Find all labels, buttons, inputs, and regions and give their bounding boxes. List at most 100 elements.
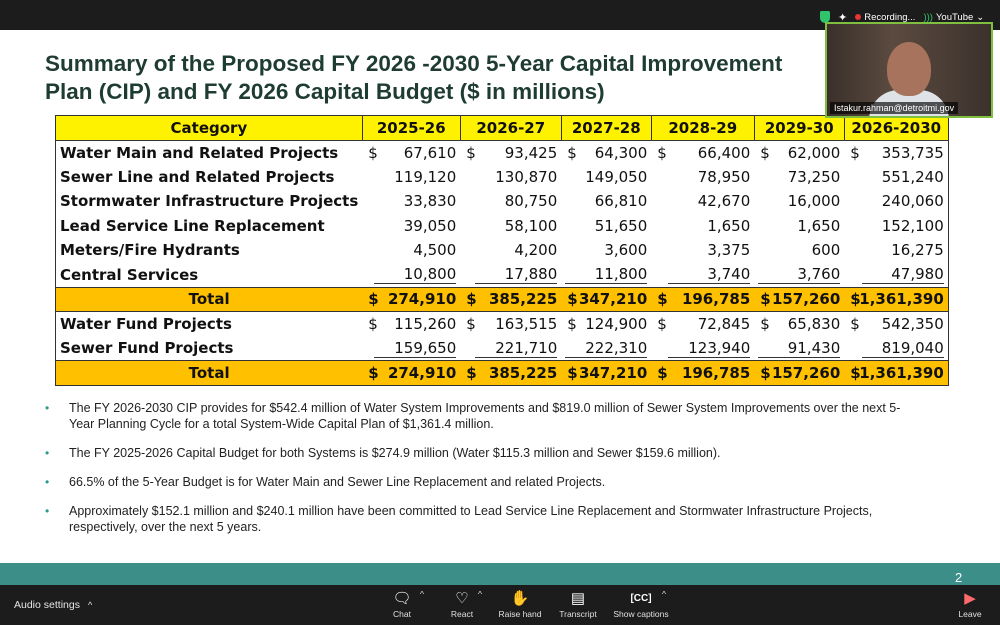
table-cell: $274,910 bbox=[362, 360, 461, 386]
table-cell: $353,735 bbox=[844, 140, 949, 165]
show-captions-button[interactable]: [CC] Show captions bbox=[610, 589, 672, 619]
chevron-up-icon[interactable]: ^ bbox=[87, 600, 93, 610]
participant-video-tile[interactable]: Istakur.rahman@detroitmi.gov bbox=[825, 22, 993, 118]
heart-icon: ♡ bbox=[455, 590, 469, 607]
show-captions-label: Show captions bbox=[613, 609, 669, 619]
chat-bubble-icon: 🗨 bbox=[392, 590, 412, 607]
hand-icon: ✋ bbox=[510, 590, 530, 607]
table-row: Lead Service Line Replacement 39,050 58,… bbox=[55, 213, 949, 238]
table-cell: 33,830 bbox=[403, 192, 457, 211]
meeting-control-bar: Audio settings ^ 🗨 Chat ^ ♡ React ^ ✋ Rai… bbox=[0, 585, 1000, 625]
bullet-item: The FY 2025-2026 Capital Budget for both… bbox=[45, 445, 905, 461]
recording-indicator[interactable]: Recording... bbox=[855, 12, 915, 23]
table-cell: $66,400 bbox=[657, 143, 751, 162]
header-cell: 2026-2030 bbox=[843, 115, 949, 141]
shield-icon bbox=[820, 11, 830, 23]
total-row: Total $274,910 $385,225 $347,210 $196,78… bbox=[55, 360, 949, 386]
table-cell: 819,040 bbox=[844, 336, 949, 361]
transcript-label: Transcript bbox=[559, 609, 597, 619]
header-cell: 2025-26 bbox=[361, 115, 461, 141]
bullet-item: The FY 2026-2030 CIP provides for $542.4… bbox=[45, 400, 905, 432]
table-cell: 1,650 bbox=[797, 216, 841, 235]
table-cell: 3,600 bbox=[604, 241, 648, 260]
table-cell: $163,515 bbox=[466, 315, 558, 333]
row-category: Sewer Line and Related Projects bbox=[55, 164, 363, 189]
slide-title-line-2: Plan (CIP) and FY 2026 Capital Budget ($… bbox=[45, 79, 605, 104]
chat-button[interactable]: 🗨 Chat bbox=[390, 589, 414, 619]
row-category: Meters/Fire Hydrants bbox=[55, 238, 363, 263]
broadcast-icon: ))) bbox=[923, 11, 933, 23]
table-cell: 73,250 bbox=[787, 167, 841, 186]
row-category: Lead Service Line Replacement bbox=[55, 213, 363, 238]
table-cell: $274,910 bbox=[362, 286, 461, 312]
chat-options-chevron-icon[interactable]: ^ bbox=[420, 589, 424, 599]
cc-icon: [CC] bbox=[630, 593, 652, 604]
react-label: React bbox=[450, 609, 474, 619]
table-row: Central Services 10,800 17,880 11,800 3,… bbox=[55, 262, 949, 288]
table-header-row: Category 2025-26 2026-27 2027-28 2028-29… bbox=[55, 115, 949, 141]
table-cell: 240,060 bbox=[844, 189, 949, 214]
table-row: Sewer Fund Projects 159,650 221,710 222,… bbox=[55, 336, 949, 361]
table-cell: $196,785 bbox=[651, 360, 755, 386]
table-row: Water Main and Related Projects $67,610 … bbox=[55, 140, 949, 165]
table-cell: 152,100 bbox=[844, 213, 949, 238]
slide-title-line-1: Summary of the Proposed FY 2026 -2030 5-… bbox=[45, 51, 783, 76]
table-cell: $124,900 bbox=[567, 315, 648, 333]
table-cell: 91,430 bbox=[754, 336, 844, 361]
status-bar: ✦ Recording... ))) YouTube ⌄ bbox=[820, 9, 984, 25]
table-cell: 80,750 bbox=[504, 192, 558, 211]
table-cell: 17,880 bbox=[460, 263, 561, 288]
table-cell: $64,300 bbox=[567, 143, 648, 162]
table-cell: 222,310 bbox=[561, 336, 651, 361]
table-cell: 4,200 bbox=[514, 241, 558, 260]
table-row: Water Fund Projects $115,260 $163,515 $1… bbox=[55, 311, 949, 336]
raise-hand-label: Raise hand bbox=[498, 609, 542, 619]
bullet-item: 66.5% of the 5-Year Budget is for Water … bbox=[45, 474, 905, 490]
table-cell: $1,361,390 bbox=[844, 286, 949, 312]
header-cell: 2028-29 bbox=[650, 115, 755, 141]
table-cell: $93,425 bbox=[466, 143, 558, 162]
leave-button[interactable]: ▶ Leave bbox=[955, 589, 985, 619]
table-cell: $157,260 bbox=[754, 360, 845, 386]
table-cell: 51,650 bbox=[594, 216, 648, 235]
table-cell: 119,120 bbox=[394, 167, 457, 186]
table-cell: 1,650 bbox=[707, 216, 751, 235]
presentation-slide: Summary of the Proposed FY 2026 -2030 5-… bbox=[0, 30, 1000, 585]
captions-options-chevron-icon[interactable]: ^ bbox=[662, 589, 666, 599]
row-category: Water Main and Related Projects bbox=[55, 140, 363, 165]
table-cell: $1,361,390 bbox=[844, 360, 949, 386]
header-cell: 2026-27 bbox=[459, 115, 562, 141]
bullet-item: Approximately $152.1 million and $240.1 … bbox=[45, 503, 905, 535]
react-options-chevron-icon[interactable]: ^ bbox=[478, 589, 482, 599]
table-cell: 4,500 bbox=[413, 241, 457, 260]
table-cell: 39,050 bbox=[403, 216, 457, 235]
sparkle-icon[interactable]: ✦ bbox=[838, 11, 848, 24]
leave-label: Leave bbox=[958, 609, 982, 619]
total-label: Total bbox=[55, 360, 363, 386]
transcript-button[interactable]: ▤ Transcript bbox=[556, 589, 600, 619]
header-cell: 2029-30 bbox=[753, 115, 845, 141]
table-cell: 3,375 bbox=[707, 241, 751, 260]
react-button[interactable]: ♡ React bbox=[448, 589, 476, 619]
row-category: Water Fund Projects bbox=[55, 311, 363, 336]
table-cell: 123,940 bbox=[651, 336, 754, 361]
row-category: Central Services bbox=[55, 262, 363, 287]
row-category: Stormwater Infrastructure Projects bbox=[55, 189, 363, 214]
recording-label: Recording... bbox=[864, 11, 916, 23]
table-cell: $347,210 bbox=[561, 360, 652, 386]
table-cell: 58,100 bbox=[504, 216, 558, 235]
table-cell: 78,950 bbox=[697, 167, 751, 186]
table-cell: 159,650 bbox=[362, 336, 460, 361]
cip-summary-table: Category 2025-26 2026-27 2027-28 2028-29… bbox=[55, 115, 949, 386]
chevron-down-icon: ⌄ bbox=[976, 11, 985, 23]
chat-label: Chat bbox=[393, 609, 411, 619]
table-cell: $347,210 bbox=[561, 286, 652, 312]
header-cell: 2027-28 bbox=[560, 115, 652, 141]
youtube-indicator[interactable]: ))) YouTube ⌄ bbox=[923, 12, 984, 23]
audio-settings-button[interactable]: Audio settings ^ bbox=[14, 599, 92, 611]
table-cell: 551,240 bbox=[844, 164, 949, 189]
table-cell: $115,260 bbox=[368, 315, 457, 333]
raise-hand-button[interactable]: ✋ Raise hand bbox=[496, 589, 544, 619]
slide-page-number: 2 bbox=[955, 570, 963, 585]
table-cell: $65,830 bbox=[760, 315, 841, 333]
